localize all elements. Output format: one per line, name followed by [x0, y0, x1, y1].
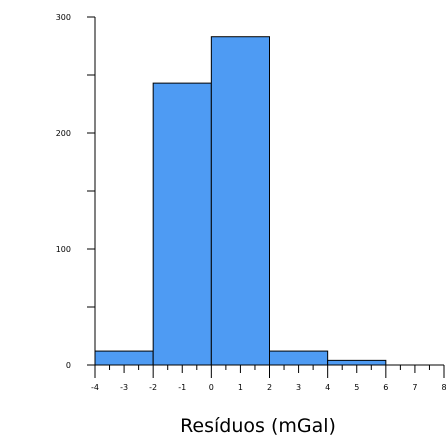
histogram-bar-0	[94, 350, 154, 366]
x-tick-label-6: 2	[267, 383, 272, 392]
x-tick-label-10: 6	[383, 383, 388, 392]
x-tick-label-5: 1	[238, 383, 243, 392]
x-tick-label-4: 0	[209, 383, 214, 392]
histogram-bar-2	[210, 36, 270, 366]
x-tick-label-0: -4	[91, 383, 99, 392]
histogram-bar-4	[327, 359, 387, 366]
x-tick-label-1: -3	[120, 383, 128, 392]
x-tick-label-7: 3	[296, 383, 301, 392]
x-tick-label-3: -1	[178, 383, 186, 392]
bars-group	[94, 36, 387, 366]
x-tick-label-8: 4	[325, 383, 330, 392]
histogram-bar-1	[152, 82, 212, 366]
y-tick-label-2: 200	[56, 129, 71, 138]
axes-group: 0 100 200 300 -4 -3 -2 -1 0 1 2 3 4 5 6 7 8	[56, 13, 446, 392]
x-tick-label-9: 5	[354, 383, 359, 392]
x-tick-label-2: -2	[149, 383, 157, 392]
x-tick-label-12: 8	[441, 383, 446, 392]
y-tick-label-0: 0	[66, 361, 71, 370]
histogram-bar-3	[269, 350, 329, 366]
y-tick-label-1: 100	[56, 245, 71, 254]
x-tick-label-11: 7	[412, 383, 417, 392]
x-axis-title: Resíduos (mGal)	[180, 415, 336, 437]
y-tick-label-3: 300	[56, 13, 71, 22]
